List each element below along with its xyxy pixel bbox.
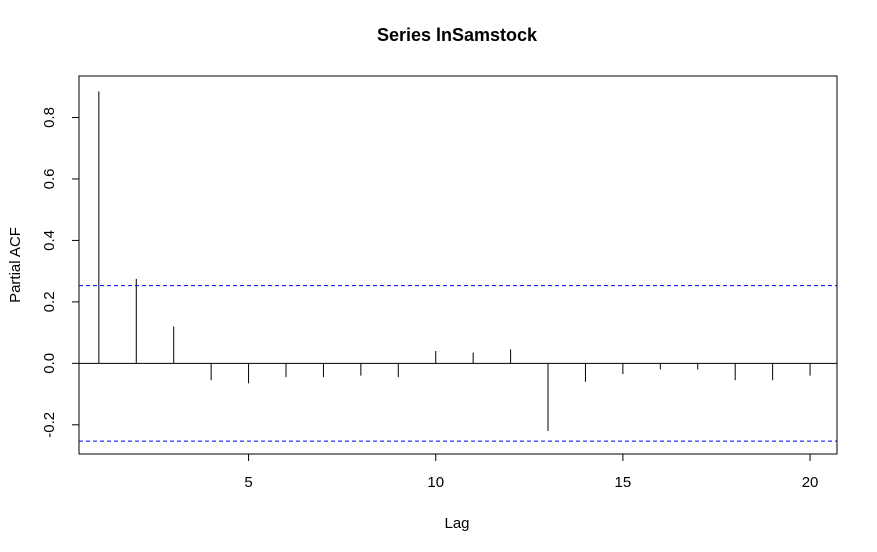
y-axis: -0.2 0.0 0.2 0.4 0.6 0.8	[41, 107, 79, 438]
y-tick-label: 0.6	[41, 169, 58, 190]
x-axis: 5 10 15 20	[244, 454, 818, 491]
y-tick-label: 0.8	[41, 107, 58, 128]
x-axis-label: Lag	[444, 515, 469, 532]
chart-title: Series lnSamstock	[377, 25, 538, 45]
x-tick-label: 15	[615, 474, 632, 491]
y-tick-label: 0.2	[41, 291, 58, 312]
y-tick-label: 0.4	[41, 230, 58, 251]
x-tick-label: 20	[802, 474, 819, 491]
y-tick-label: -0.2	[41, 412, 58, 438]
y-tick-label: 0.0	[41, 353, 58, 374]
plot-frame	[78, 75, 838, 455]
x-tick-label: 10	[427, 474, 444, 491]
reference-lines	[79, 285, 837, 442]
y-axis-label: Partial ACF	[7, 227, 24, 303]
x-tick-label: 5	[244, 474, 252, 491]
bars-group	[98, 91, 811, 431]
